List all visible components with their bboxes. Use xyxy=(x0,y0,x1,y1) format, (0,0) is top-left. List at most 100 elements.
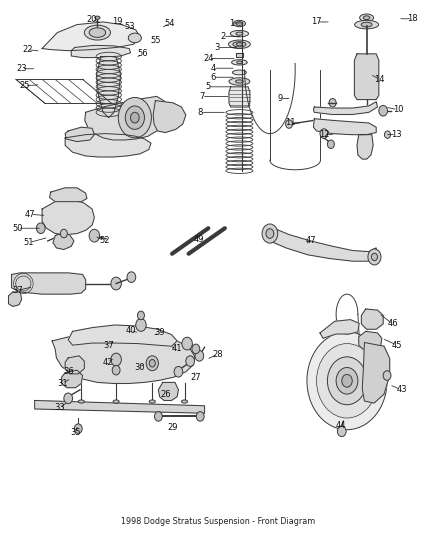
Ellipse shape xyxy=(232,70,246,75)
Circle shape xyxy=(196,411,204,421)
Polygon shape xyxy=(359,332,382,351)
Circle shape xyxy=(131,112,139,123)
Ellipse shape xyxy=(236,43,243,46)
Polygon shape xyxy=(65,127,94,142)
Ellipse shape xyxy=(236,80,243,83)
Ellipse shape xyxy=(360,14,374,21)
Ellipse shape xyxy=(128,33,142,43)
Polygon shape xyxy=(68,325,177,346)
Polygon shape xyxy=(229,87,250,107)
Text: 47: 47 xyxy=(305,237,316,246)
Polygon shape xyxy=(97,56,121,118)
Text: 53: 53 xyxy=(124,22,135,31)
Circle shape xyxy=(111,277,121,290)
Circle shape xyxy=(36,223,45,233)
Text: 42: 42 xyxy=(102,358,113,367)
Text: 37: 37 xyxy=(104,341,114,350)
Circle shape xyxy=(286,120,292,128)
Polygon shape xyxy=(267,227,376,261)
Ellipse shape xyxy=(95,16,100,19)
Circle shape xyxy=(307,332,387,430)
Polygon shape xyxy=(313,102,378,115)
Ellipse shape xyxy=(361,22,372,27)
Text: 2: 2 xyxy=(220,32,225,41)
Circle shape xyxy=(136,319,146,332)
Text: 31: 31 xyxy=(57,379,68,388)
Text: 5: 5 xyxy=(205,82,210,91)
Text: 51: 51 xyxy=(24,238,34,247)
Text: 22: 22 xyxy=(22,45,33,54)
Circle shape xyxy=(60,229,67,238)
Text: 7: 7 xyxy=(199,92,205,101)
Circle shape xyxy=(327,140,334,149)
Ellipse shape xyxy=(233,42,246,47)
Polygon shape xyxy=(62,370,83,387)
Ellipse shape xyxy=(113,400,119,403)
Ellipse shape xyxy=(233,20,246,27)
Text: 9: 9 xyxy=(278,94,283,103)
Text: 13: 13 xyxy=(391,130,402,139)
Text: 23: 23 xyxy=(16,64,27,73)
Text: 4: 4 xyxy=(210,64,215,72)
Text: 50: 50 xyxy=(12,224,22,233)
Polygon shape xyxy=(42,200,94,235)
Circle shape xyxy=(149,360,155,367)
Circle shape xyxy=(64,393,73,403)
Text: 8: 8 xyxy=(198,108,203,117)
Text: 24: 24 xyxy=(204,54,214,63)
Polygon shape xyxy=(320,320,359,338)
Circle shape xyxy=(182,337,192,350)
Polygon shape xyxy=(9,292,21,306)
Circle shape xyxy=(262,224,278,243)
Polygon shape xyxy=(65,134,151,157)
Circle shape xyxy=(337,426,346,437)
Circle shape xyxy=(154,411,162,421)
Text: 36: 36 xyxy=(63,367,73,376)
Text: 39: 39 xyxy=(154,328,165,337)
Circle shape xyxy=(127,272,136,282)
Circle shape xyxy=(336,368,358,394)
Text: 17: 17 xyxy=(311,18,322,27)
Polygon shape xyxy=(153,101,186,133)
Text: 45: 45 xyxy=(392,341,402,350)
Circle shape xyxy=(371,253,378,261)
Ellipse shape xyxy=(78,400,84,403)
Polygon shape xyxy=(52,332,194,383)
Circle shape xyxy=(111,353,121,366)
Text: 6: 6 xyxy=(210,72,215,82)
Ellipse shape xyxy=(229,40,250,49)
Circle shape xyxy=(174,367,183,377)
Text: 40: 40 xyxy=(125,326,136,335)
Text: 30: 30 xyxy=(134,363,145,372)
Circle shape xyxy=(379,106,388,116)
Circle shape xyxy=(118,98,151,138)
Polygon shape xyxy=(49,188,87,201)
Polygon shape xyxy=(85,96,168,140)
Ellipse shape xyxy=(232,60,247,65)
Circle shape xyxy=(146,356,158,370)
Circle shape xyxy=(327,357,367,405)
Circle shape xyxy=(329,99,336,107)
Polygon shape xyxy=(236,53,243,57)
Text: 10: 10 xyxy=(393,105,403,114)
Text: 54: 54 xyxy=(164,19,175,28)
Ellipse shape xyxy=(236,32,243,35)
Ellipse shape xyxy=(229,78,250,85)
Text: 1: 1 xyxy=(229,19,234,28)
Ellipse shape xyxy=(355,20,378,29)
Text: 14: 14 xyxy=(375,75,385,84)
Polygon shape xyxy=(357,135,373,159)
Circle shape xyxy=(112,366,120,375)
Text: 20: 20 xyxy=(86,15,97,24)
Text: 33: 33 xyxy=(54,403,65,412)
Circle shape xyxy=(192,344,200,354)
Ellipse shape xyxy=(236,22,243,26)
Circle shape xyxy=(385,131,391,139)
Ellipse shape xyxy=(89,28,106,37)
Circle shape xyxy=(74,424,82,433)
Text: 41: 41 xyxy=(172,344,182,353)
Text: 35: 35 xyxy=(70,428,81,437)
Circle shape xyxy=(138,311,145,320)
Polygon shape xyxy=(158,382,178,400)
Polygon shape xyxy=(65,356,84,374)
